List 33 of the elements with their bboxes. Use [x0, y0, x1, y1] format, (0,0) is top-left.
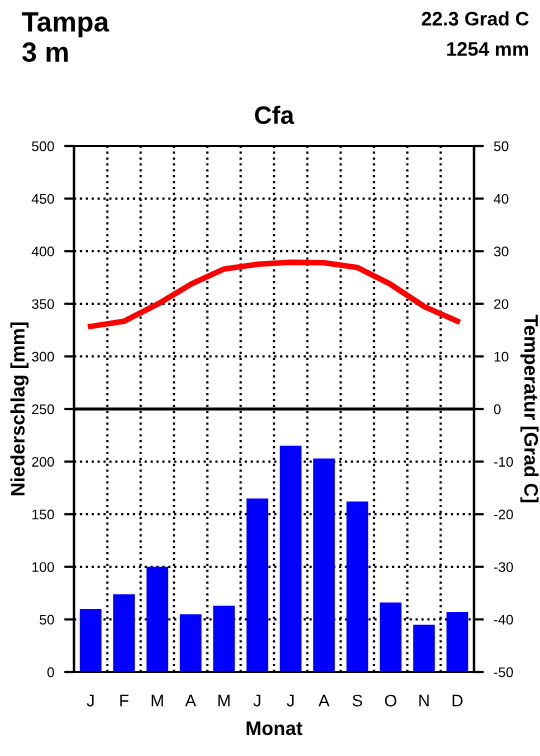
- x-tick-label: J: [286, 694, 294, 707]
- bar: [413, 624, 435, 672]
- bar: [379, 602, 402, 672]
- text: 22.3 Grad C: [421, 11, 529, 26]
- bar: [446, 612, 469, 672]
- x-tick-label: M: [218, 694, 230, 707]
- bar: [146, 566, 169, 672]
- bar: [346, 501, 369, 672]
- bar: [313, 458, 335, 672]
- x-tick-label: O: [384, 694, 397, 707]
- chart-title: Cfa: [254, 105, 295, 125]
- bar: [113, 594, 135, 672]
- x-axis-title: Monat: [246, 721, 303, 736]
- x-tick-label: D: [452, 694, 463, 707]
- text: 1254 mm: [447, 42, 528, 56]
- x-tick-label: M: [151, 694, 163, 707]
- y2-axis-title: Temperatur [Grad C]: [520, 314, 539, 503]
- text: 3 m: [22, 42, 68, 63]
- text: Tampa: [21, 12, 110, 38]
- bar: [279, 445, 302, 672]
- line-series: [87, 259, 461, 330]
- x-tick-label: F: [120, 694, 129, 707]
- bar: [79, 608, 102, 672]
- x-tick-label: J: [86, 694, 94, 707]
- x-tick-label: A: [185, 694, 197, 707]
- x-tick-label: S: [352, 694, 363, 707]
- x-tick-label: J: [253, 694, 261, 707]
- x-tick-label: A: [318, 694, 330, 707]
- x-tick-label: N: [419, 694, 429, 707]
- y-axis-title: Niederschlag [mm]: [10, 322, 29, 496]
- bar: [213, 605, 235, 672]
- bar: [246, 498, 269, 672]
- bar: [179, 614, 202, 672]
